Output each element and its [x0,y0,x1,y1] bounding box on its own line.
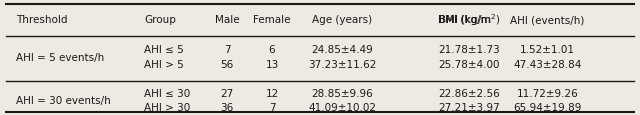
Text: 12: 12 [266,88,278,98]
Text: BMI (kg/m: BMI (kg/m [438,15,491,25]
Text: AHI = 5 events/h: AHI = 5 events/h [16,53,104,62]
Text: Male: Male [215,15,239,25]
Text: 6: 6 [269,45,275,55]
Text: 36: 36 [221,103,234,112]
Text: AHI = 30 events/h: AHI = 30 events/h [16,96,111,106]
Text: 1.52±1.01: 1.52±1.01 [520,45,575,55]
Text: 7: 7 [269,103,275,112]
Text: 27: 27 [221,88,234,98]
Text: 24.85±4.49: 24.85±4.49 [312,45,373,55]
Text: AHI (events/h): AHI (events/h) [510,15,584,25]
Text: AHI > 5: AHI > 5 [144,59,184,69]
Text: AHI ≤ 5: AHI ≤ 5 [144,45,184,55]
Text: 25.78±4.00: 25.78±4.00 [438,59,500,69]
Text: 21.78±1.73: 21.78±1.73 [438,45,500,55]
Text: 41.09±10.02: 41.09±10.02 [308,103,376,112]
Text: AHI > 30: AHI > 30 [144,103,190,112]
Text: 56: 56 [221,59,234,69]
Text: 47.43±28.84: 47.43±28.84 [513,59,581,69]
Text: 37.23±11.62: 37.23±11.62 [308,59,376,69]
Text: 65.94±19.89: 65.94±19.89 [513,103,581,112]
Text: 7: 7 [224,45,230,55]
Text: Female: Female [253,15,291,25]
Text: 22.86±2.56: 22.86±2.56 [438,88,500,98]
Text: 28.85±9.96: 28.85±9.96 [312,88,373,98]
Text: BMI (kg/m$^2$): BMI (kg/m$^2$) [438,12,501,28]
Text: Group: Group [144,15,176,25]
Text: 11.72±9.26: 11.72±9.26 [516,88,578,98]
Text: Threshold: Threshold [16,15,67,25]
Text: AHI ≤ 30: AHI ≤ 30 [144,88,190,98]
Text: 27.21±3.97: 27.21±3.97 [438,103,500,112]
Text: Age (years): Age (years) [312,15,372,25]
Text: 13: 13 [266,59,278,69]
